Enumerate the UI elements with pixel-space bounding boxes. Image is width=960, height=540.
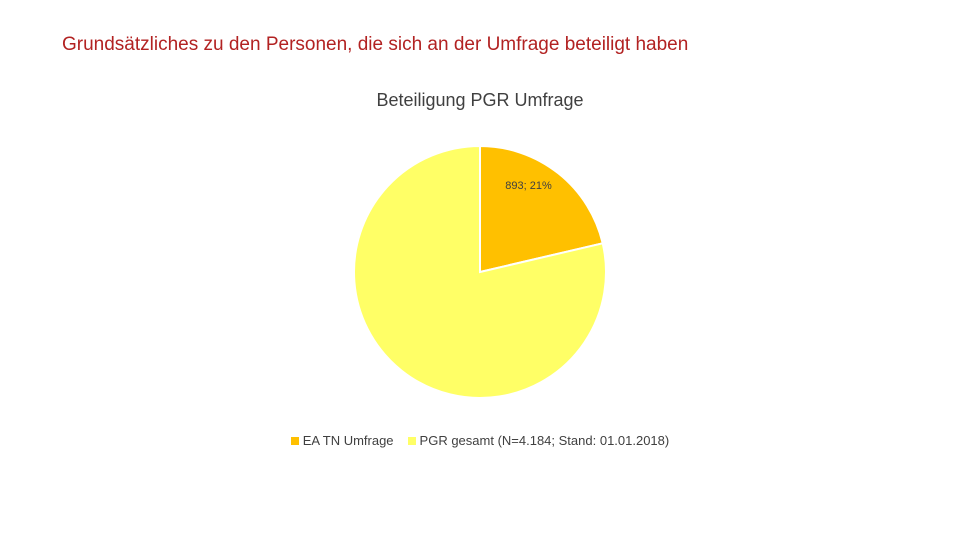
pie-slice-ea-tn-umfrage xyxy=(479,144,604,274)
legend-item-pgr-gesamt: PGR gesamt (N=4.184; Stand: 01.01.2018) xyxy=(407,433,670,448)
legend-label-ea-tn-umfrage: EA TN Umfrage xyxy=(302,433,394,448)
legend-item-ea-tn-umfrage: EA TN Umfrage xyxy=(290,433,394,448)
chart-legend: EA TN Umfrage PGR gesamt (N=4.184; Stand… xyxy=(0,433,960,448)
legend-label-pgr-gesamt: PGR gesamt (N=4.184; Stand: 01.01.2018) xyxy=(419,433,670,448)
legend-swatch-pgr-gesamt xyxy=(407,436,416,445)
chart-title: Beteiligung PGR Umfrage xyxy=(376,90,584,110)
data-label-ea-tn-umfrage: 893; 21% xyxy=(505,180,552,192)
slide-title: Grundsätzliches zu den Personen, die sic… xyxy=(62,34,689,55)
pie-slice-pgr-gesamt xyxy=(353,144,607,399)
legend-swatch-ea-tn-umfrage xyxy=(290,436,299,445)
